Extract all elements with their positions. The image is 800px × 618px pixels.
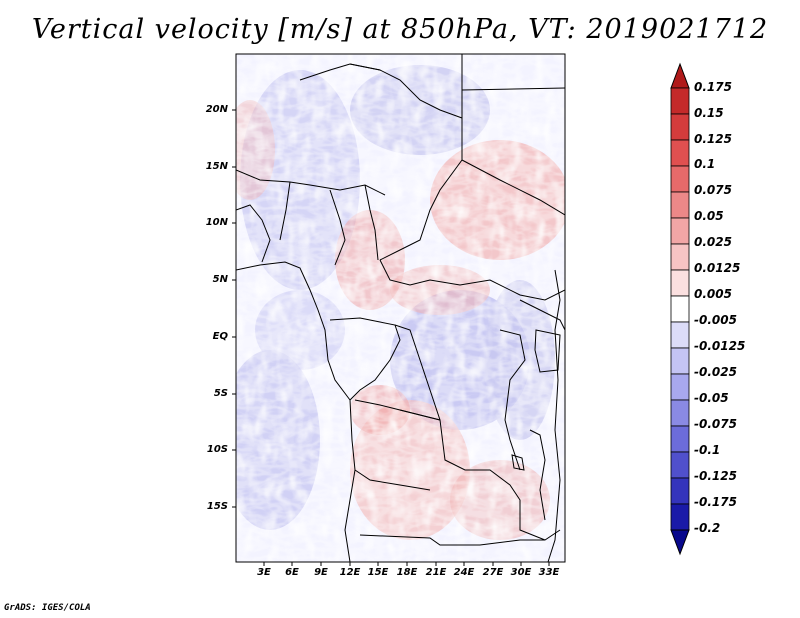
velocity-field [236, 54, 565, 562]
colorbar-label: -0.2 [694, 521, 721, 535]
colorbar-top-arrow [670, 62, 690, 89]
lon-label-33e: 33E [538, 567, 560, 578]
colorbar-label: 0.0125 [694, 261, 741, 275]
lon-label-6e: 6E [285, 567, 299, 578]
colorbar-bin [670, 399, 690, 427]
colorbar-bin [670, 113, 690, 141]
colorbar-bottom-arrow [670, 529, 690, 556]
colorbar-label: 0.005 [694, 287, 732, 301]
lon-label-21e: 21E [425, 567, 447, 578]
lon-label-27e: 27E [482, 567, 504, 578]
colorbar [670, 62, 690, 556]
colorbar-bin [670, 451, 690, 479]
lat-label-20n: 20N [205, 104, 228, 115]
colorbar-bin [670, 295, 690, 323]
colorbar-label: -0.1 [694, 443, 721, 457]
country-borders [236, 54, 565, 562]
credit-text: GrADS: IGES/COLA [4, 603, 91, 613]
colorbar-label: -0.025 [694, 365, 737, 379]
lon-label-18e: 18E [396, 567, 418, 578]
colorbar-label: 0.15 [694, 106, 724, 120]
lat-label-5s: 5S [213, 388, 228, 399]
map-frame [235, 53, 566, 563]
colorbar-bin [670, 347, 690, 375]
lat-label-10n: 10N [205, 217, 228, 228]
lat-label-5n: 5N [212, 274, 228, 285]
colorbar-label: 0.1 [694, 157, 716, 171]
colorbar-bin [670, 139, 690, 167]
colorbar-label: 0.175 [694, 80, 732, 94]
colorbar-bin [670, 477, 690, 505]
lon-label-15e: 15E [367, 567, 389, 578]
lon-label-24e: 24E [453, 567, 475, 578]
colorbar-label: -0.075 [694, 417, 737, 431]
colorbar-label: -0.005 [694, 313, 737, 327]
colorbar-bin [670, 165, 690, 193]
lon-label-12e: 12E [339, 567, 361, 578]
colorbar-label: 0.025 [694, 235, 732, 249]
colorbar-label: -0.05 [694, 391, 729, 405]
colorbar-bin [670, 321, 690, 349]
colorbar-label: -0.125 [694, 469, 737, 483]
lat-label-10s: 10S [206, 444, 228, 455]
lon-label-3e: 3E [257, 567, 271, 578]
lon-label-9e: 9E [314, 567, 328, 578]
lat-label-eq: EQ [212, 331, 228, 342]
lat-label-15s: 15S [206, 501, 228, 512]
colorbar-bin [670, 191, 690, 219]
colorbar-label: -0.175 [694, 495, 737, 509]
colorbar-bin [670, 269, 690, 297]
colorbar-bin [670, 217, 690, 245]
colorbar-bin [670, 373, 690, 401]
axis-ticks [232, 109, 550, 566]
lon-label-30e: 30E [510, 567, 532, 578]
colorbar-bin [670, 243, 690, 271]
colorbar-label: -0.0125 [694, 339, 746, 353]
colorbar-label: 0.075 [694, 183, 732, 197]
lat-label-15n: 15N [205, 161, 228, 172]
colorbar-label: 0.05 [694, 209, 724, 223]
colorbar-label: 0.125 [694, 132, 732, 146]
chart-title: Vertical velocity [m/s] at 850hPa, VT: 2… [31, 14, 769, 45]
colorbar-bin [670, 503, 690, 531]
colorbar-bin [670, 425, 690, 453]
colorbar-bin [670, 87, 690, 115]
